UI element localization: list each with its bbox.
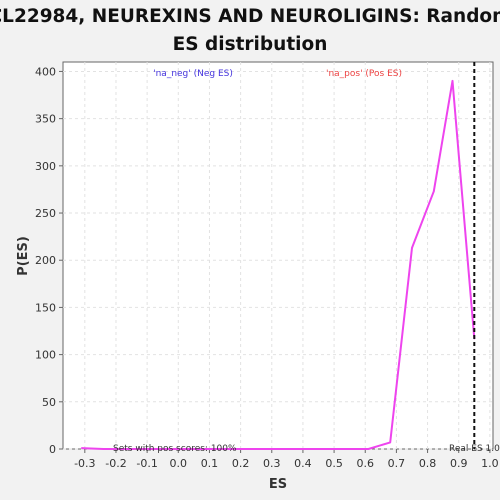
x-tick-label: 0.4 xyxy=(294,457,312,470)
x-tick-label: 0.0 xyxy=(170,457,188,470)
es-distribution-point xyxy=(451,80,454,82)
y-tick-label: 200 xyxy=(35,254,56,267)
es-distribution-point xyxy=(80,447,83,449)
data-series xyxy=(80,62,476,450)
real-es-label: Real ES 1.0 xyxy=(449,444,500,454)
x-tick-label: 0.7 xyxy=(388,457,406,470)
chart-title-line-1: CL22984, NEUREXINS AND NEUROLIGINS: Rand… xyxy=(0,6,500,27)
x-tick-label: 0.6 xyxy=(356,457,374,470)
es-distribution-point xyxy=(389,441,391,444)
es-distribution-point xyxy=(124,448,127,450)
neg-es-label: 'na_neg' (Neg ES) xyxy=(153,69,233,79)
y-tick-label: 400 xyxy=(35,65,56,78)
x-axis-label: ES xyxy=(269,477,287,492)
y-tick-label: 250 xyxy=(35,207,56,220)
x-tick-label: 0.5 xyxy=(325,457,343,470)
axis-ticks: -0.3 -0.2 -0.1 0.0 0.1 0.2 0.3 0.4 0.5 0.6 0.7 0.8 0… xyxy=(35,65,499,470)
y-tick-label: 150 xyxy=(35,301,56,314)
es-distribution-point xyxy=(299,448,301,450)
es-distribution-point xyxy=(211,448,214,450)
x-tick-label: 0.9 xyxy=(450,457,468,470)
es-distribution-point xyxy=(342,448,345,450)
es-distribution-point xyxy=(432,190,435,193)
es-distribution-point xyxy=(168,448,170,450)
y-tick-label: 350 xyxy=(35,113,56,126)
es-distribution-point xyxy=(255,448,257,450)
y-tick-label: 300 xyxy=(35,160,56,173)
sets-pos-scores-label: Sets with pos scores: 100% xyxy=(113,444,237,454)
y-tick-label: 0 xyxy=(49,443,56,456)
grid-lines xyxy=(63,62,493,450)
x-tick-label: 0.2 xyxy=(232,457,250,470)
plot-area xyxy=(62,61,494,450)
y-tick-label: 100 xyxy=(35,349,56,362)
x-tick-label: -0.3 xyxy=(74,457,95,470)
y-axis-label: P(ES) xyxy=(16,236,31,276)
es-distribution-point xyxy=(102,448,105,450)
es-distribution-point xyxy=(411,247,413,249)
chart-title-line-2: ES distribution xyxy=(173,34,328,55)
es-distribution-point xyxy=(146,448,148,450)
x-tick-label: 0.1 xyxy=(201,457,219,470)
es-distribution-point xyxy=(189,448,192,450)
x-tick-label: 0.8 xyxy=(419,457,437,470)
x-tick-label: -0.1 xyxy=(136,457,157,470)
es-distribution-point xyxy=(320,448,323,450)
es-distribution-point xyxy=(367,448,370,450)
x-tick-label: 0.3 xyxy=(263,457,281,470)
pos-es-label: 'na_pos' (Pos ES) xyxy=(326,69,402,79)
es-distribution-point xyxy=(277,448,279,450)
y-tick-label: 50 xyxy=(42,396,56,409)
es-distribution-point xyxy=(233,448,236,450)
x-tick-label: -0.2 xyxy=(105,457,126,470)
x-tick-label: 1.0 xyxy=(481,457,499,470)
